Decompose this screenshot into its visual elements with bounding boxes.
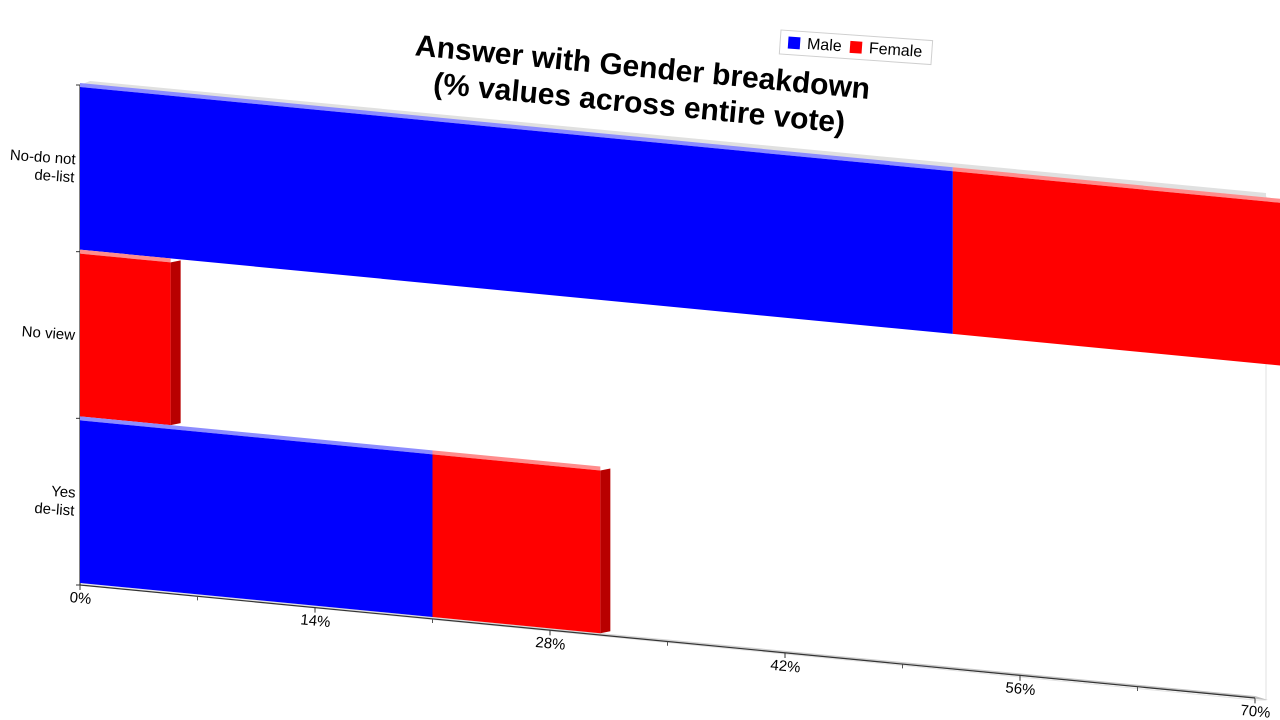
legend-swatch-female [849,40,863,54]
category-labels: No-do notde-list No view Yesde-list [8,84,80,586]
value-axis-ticks: 0% 14% 28% 42% 56% 70% [69,585,1271,720]
bar-female-2 [432,450,611,634]
category-label-2: Yesde-list [34,482,77,520]
value-tick-label-1: 14% [300,611,332,631]
value-axis-line [79,584,1256,699]
value-tick-label-0: 0% [69,589,92,608]
value-tick-label-5: 70% [1240,702,1272,720]
value-tick-label-2: 28% [535,634,567,654]
left-wall-top [80,81,1266,197]
value-tick-label-4: 56% [1005,679,1037,699]
bar-female-0 [952,167,1280,366]
bar-male-0 [80,83,953,334]
legend-swatch-male [787,36,801,50]
legend-label-male: Male [806,36,842,55]
bar-male-2 [80,416,433,618]
bars-layer [80,83,1280,634]
category-label-0: No-do notde-list [8,147,77,187]
legend: Male Female [778,29,934,66]
bar-female-1 [80,249,181,426]
legend-label-female: Female [868,40,923,61]
value-tick-label-3: 42% [770,657,802,677]
category-label-1: No view [21,323,76,344]
